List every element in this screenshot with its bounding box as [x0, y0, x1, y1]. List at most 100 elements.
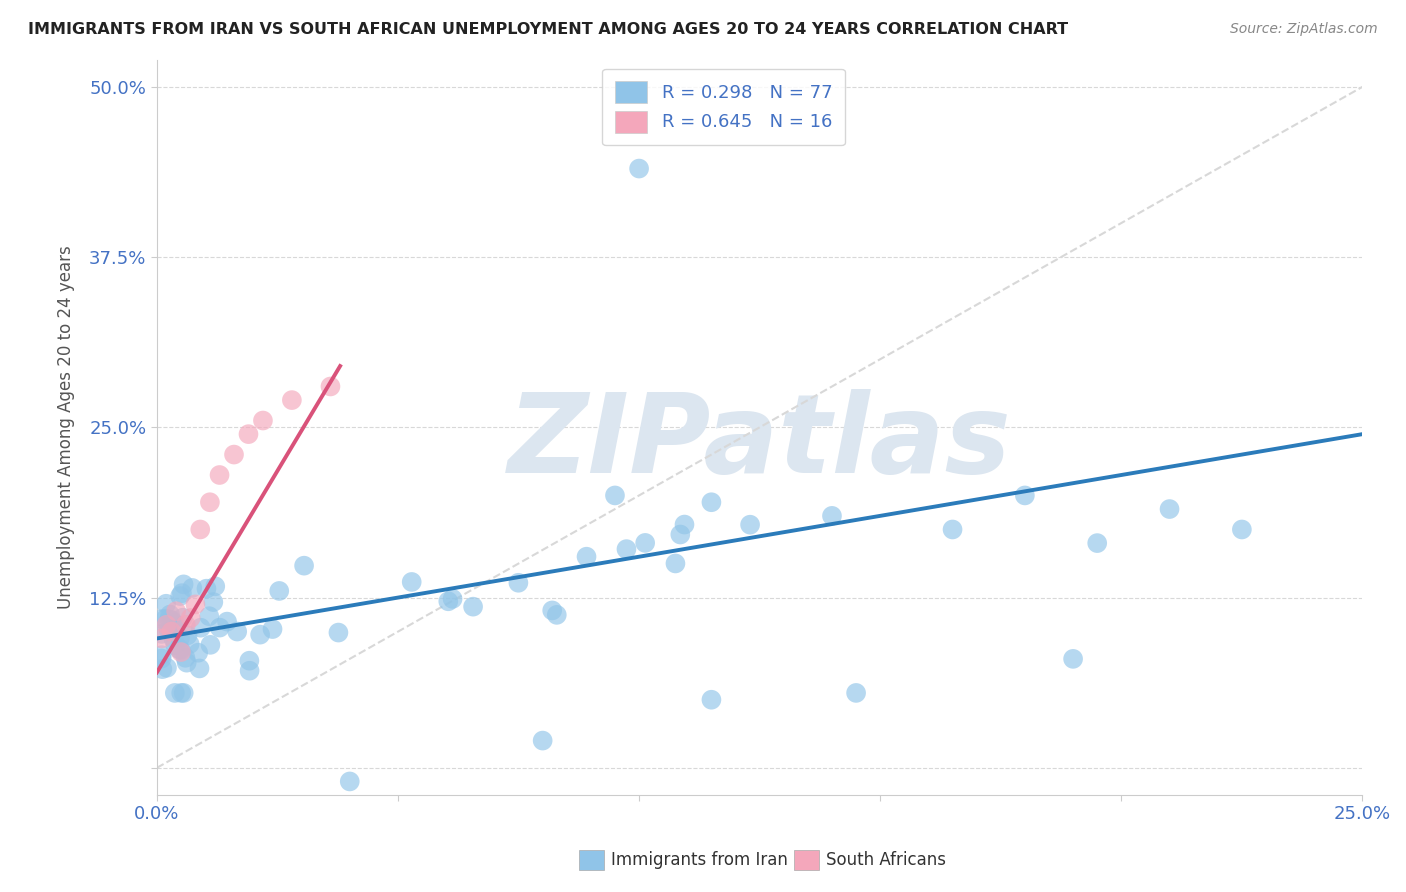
Point — [673, 517, 696, 532]
Point — [163, 616, 186, 631]
Point — [845, 686, 868, 700]
Point — [195, 582, 218, 596]
Point — [157, 624, 180, 638]
Point — [190, 621, 212, 635]
Point — [628, 161, 651, 176]
Point — [1159, 502, 1181, 516]
Point — [173, 577, 195, 591]
Point — [159, 607, 181, 622]
Point — [187, 646, 209, 660]
Point — [208, 468, 231, 483]
Point — [700, 495, 723, 509]
Text: IMMIGRANTS FROM IRAN VS SOUTH AFRICAN UNEMPLOYMENT AMONG AGES 20 TO 24 YEARS COR: IMMIGRANTS FROM IRAN VS SOUTH AFRICAN UN… — [28, 22, 1069, 37]
Point — [531, 733, 554, 747]
Point — [198, 495, 221, 509]
Point — [188, 523, 211, 537]
Y-axis label: Unemployment Among Ages 20 to 24 years: Unemployment Among Ages 20 to 24 years — [58, 245, 75, 609]
Point — [150, 632, 173, 646]
Point — [179, 637, 201, 651]
Point — [461, 599, 484, 614]
Point — [174, 617, 197, 632]
Point — [208, 621, 231, 635]
Point — [160, 613, 183, 627]
Point — [700, 692, 723, 706]
Point — [508, 575, 530, 590]
Point — [170, 645, 193, 659]
Point — [174, 650, 197, 665]
Point — [821, 508, 844, 523]
Point — [150, 651, 173, 665]
Point — [155, 597, 177, 611]
Point — [150, 627, 173, 641]
Point — [200, 638, 222, 652]
Point — [546, 607, 568, 622]
Point — [215, 615, 238, 629]
Point — [163, 619, 186, 633]
Point — [738, 517, 761, 532]
Point — [150, 648, 173, 662]
Point — [157, 613, 180, 627]
Point — [198, 609, 221, 624]
Point — [170, 686, 193, 700]
Point — [173, 686, 195, 700]
Point — [437, 594, 460, 608]
Point — [603, 488, 626, 502]
Text: South Africans: South Africans — [827, 851, 946, 869]
Point — [669, 527, 692, 541]
Point — [156, 661, 179, 675]
Point — [204, 579, 226, 593]
Point — [239, 664, 262, 678]
Point — [184, 598, 207, 612]
Point — [1085, 536, 1108, 550]
Point — [441, 591, 464, 606]
Text: ZIPatlas: ZIPatlas — [508, 389, 1011, 496]
Point — [155, 612, 177, 626]
Point — [163, 632, 186, 647]
Text: Immigrants from Iran: Immigrants from Iran — [612, 851, 787, 869]
Point — [180, 611, 202, 625]
Point — [401, 574, 423, 589]
Point — [249, 627, 271, 641]
Point — [176, 656, 198, 670]
Point — [292, 558, 315, 573]
Point — [634, 536, 657, 550]
Point — [165, 638, 187, 652]
Point — [167, 642, 190, 657]
Point — [202, 595, 225, 609]
Point — [163, 686, 186, 700]
Point — [150, 612, 173, 626]
Point — [165, 604, 187, 618]
Point — [328, 625, 350, 640]
Point — [541, 603, 564, 617]
Point — [252, 413, 274, 427]
Point — [172, 610, 194, 624]
Point — [319, 379, 342, 393]
Point — [664, 557, 686, 571]
Point — [169, 631, 191, 645]
Point — [155, 617, 177, 632]
Point — [226, 624, 249, 639]
Point — [281, 393, 304, 408]
Point — [238, 427, 260, 442]
Text: Source: ZipAtlas.com: Source: ZipAtlas.com — [1230, 22, 1378, 37]
Point — [238, 654, 260, 668]
Point — [339, 774, 361, 789]
Point — [269, 583, 291, 598]
Point — [222, 448, 245, 462]
Point — [1014, 488, 1036, 502]
Legend: R = 0.298   N = 77, R = 0.645   N = 16: R = 0.298 N = 77, R = 0.645 N = 16 — [602, 69, 845, 145]
Point — [1230, 523, 1253, 537]
Point — [160, 624, 183, 639]
Point — [262, 622, 284, 636]
Point — [188, 661, 211, 675]
Point — [941, 523, 963, 537]
Point — [150, 662, 173, 676]
Point — [169, 589, 191, 603]
Point — [575, 549, 598, 564]
Point — [169, 643, 191, 657]
Point — [1062, 652, 1084, 666]
Point — [176, 628, 198, 642]
Point — [181, 581, 204, 595]
Point — [616, 542, 638, 557]
Point — [170, 586, 193, 600]
